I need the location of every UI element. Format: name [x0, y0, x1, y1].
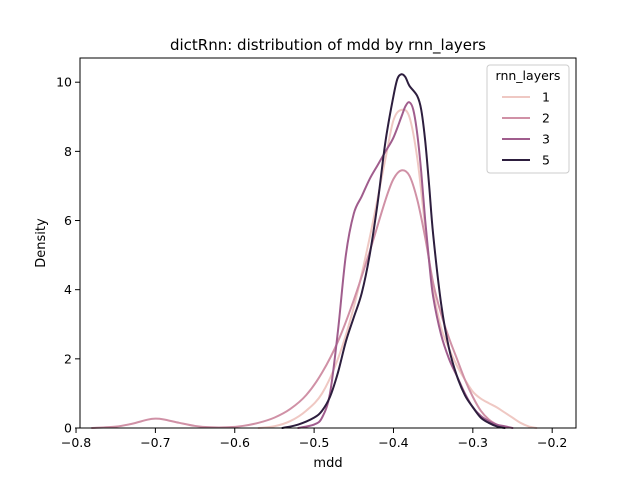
x-tick-label: −0.2: [537, 435, 567, 450]
x-tick-label: −0.5: [299, 435, 329, 450]
plot-frame: [79, 57, 577, 429]
series-layer: [90, 73, 538, 429]
x-tick-label: −0.4: [378, 435, 408, 450]
series-line-2: [90, 169, 506, 429]
y-axis: 0 2 4 6 8 10: [56, 75, 80, 436]
y-tick-label: 2: [64, 351, 72, 366]
y-tick-label: 0: [64, 421, 72, 436]
x-tick-label: −0.6: [220, 435, 250, 450]
legend: rnn_layers 1 2 3 5: [486, 64, 570, 174]
y-tick-label: 8: [64, 144, 72, 159]
y-tick-label: 4: [64, 282, 72, 297]
legend-title: rnn_layers: [496, 68, 561, 83]
legend-label-1: 1: [542, 90, 550, 105]
y-tick-label: 10: [56, 75, 72, 90]
x-tick-label: −0.3: [458, 435, 488, 450]
x-tick-label: −0.7: [140, 435, 170, 450]
y-axis-label: Density: [34, 218, 49, 268]
y-tick-label: 6: [64, 213, 72, 228]
legend-label-5: 5: [542, 153, 550, 168]
legend-label-3: 3: [542, 132, 550, 147]
x-tick-label: −0.8: [61, 435, 91, 450]
legend-label-2: 2: [542, 111, 550, 126]
series-line-5: [281, 73, 506, 429]
chart-title: dictRnn: distribution of mdd by rnn_laye…: [170, 36, 486, 55]
x-axis: −0.8 −0.7 −0.6 −0.5 −0.4 −0.3 −0.2: [61, 428, 567, 450]
x-axis-label: mdd: [313, 456, 342, 471]
